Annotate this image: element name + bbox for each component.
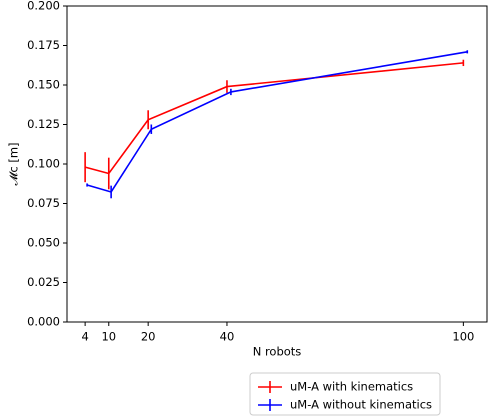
x-tick-label: 4	[81, 330, 88, 344]
x-tick-label: 100	[452, 330, 474, 344]
legend-label: uM-A with kinematics	[290, 380, 413, 394]
x-tick-label: 40	[220, 330, 235, 344]
series-line	[86, 51, 468, 193]
y-tick-label: 0.050	[27, 236, 60, 250]
x-axis-label: N robots	[253, 345, 302, 359]
y-tick-label: 0.125	[27, 117, 60, 131]
series-line	[84, 62, 464, 175]
x-tick-label: 10	[101, 330, 116, 344]
y-tick-label: 0.175	[27, 38, 60, 52]
y-tick-label: 0.150	[27, 78, 60, 92]
y-tick-label: 0.000	[27, 315, 60, 329]
y-tick-label: 0.100	[27, 157, 60, 171]
plot-frame	[66, 5, 488, 323]
x-tick-label: 20	[141, 330, 156, 344]
y-tick-label: 0.075	[27, 196, 60, 210]
y-axis-label: 𝓜c [m]	[7, 142, 21, 185]
y-tick-label: 0.025	[27, 275, 60, 289]
legend-box	[249, 372, 441, 416]
legend-label: uM-A without kinematics	[290, 398, 432, 412]
y-tick-label: 0.200	[27, 0, 60, 13]
